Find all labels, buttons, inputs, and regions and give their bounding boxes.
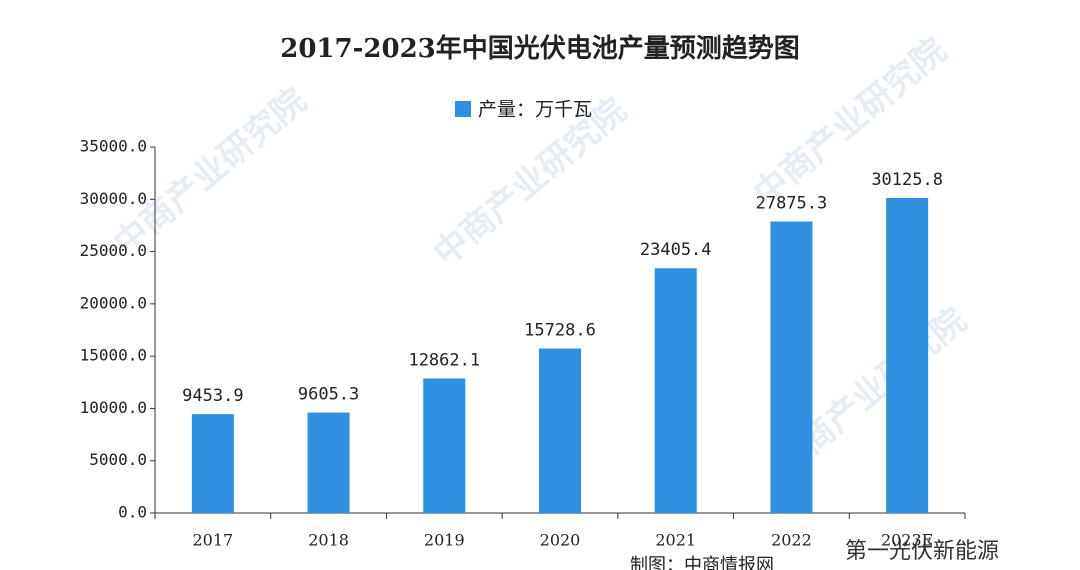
y-tick-label: 10000.0: [80, 398, 147, 417]
chart-title: 2017-2023年中国光伏电池产量预测趋势图: [280, 33, 800, 64]
x-tick-label: 2019: [424, 531, 465, 550]
x-tick-label: 2020: [540, 531, 581, 550]
x-tick-label: 2017: [192, 531, 233, 550]
y-tick-label: 20000.0: [80, 293, 147, 312]
y-tick-label: 25000.0: [80, 241, 147, 260]
x-tick-label: 2022: [771, 531, 812, 550]
data-label: 23405.4: [640, 240, 712, 260]
data-label: 30125.8: [871, 170, 943, 190]
x-tick-label: 2023E: [881, 531, 933, 550]
credit: 制图：中商情报网: [630, 555, 774, 570]
bar: [654, 268, 697, 513]
y-tick-label: 15000.0: [80, 346, 147, 365]
legend-label: 产量：万千瓦: [478, 99, 592, 121]
y-tick-label: 5000.0: [89, 450, 147, 469]
legend-swatch: [455, 101, 471, 117]
logo: 第一光伏新能源: [845, 539, 999, 564]
data-label: 12862.1: [408, 350, 480, 370]
bar: [191, 414, 234, 513]
y-tick-label: 35000.0: [80, 137, 147, 156]
bar: [539, 348, 581, 513]
data-label: 9453.9: [182, 386, 243, 406]
x-tick-label: 2021: [655, 531, 696, 550]
bar: [770, 221, 813, 513]
x-tick-label: 2018: [308, 531, 349, 550]
bar: [307, 412, 350, 513]
y-tick-label: 0.0: [118, 503, 147, 522]
data-label: 15728.6: [524, 321, 596, 341]
watermark: 中商产业研究院: [106, 81, 314, 265]
bar: [886, 197, 929, 513]
data-label: 27875.3: [756, 194, 828, 214]
y-tick-label: 30000.0: [80, 189, 147, 208]
data-label: 9605.3: [298, 385, 359, 405]
bar: [423, 378, 466, 513]
